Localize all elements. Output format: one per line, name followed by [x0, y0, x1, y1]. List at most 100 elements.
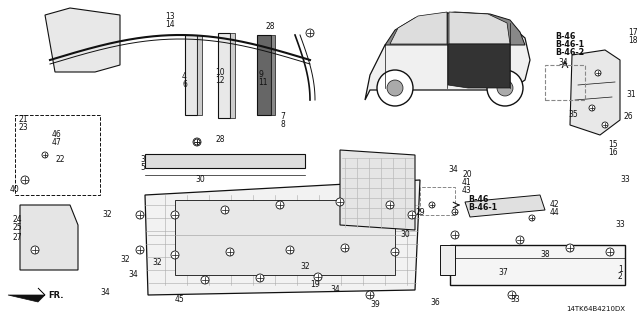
- Circle shape: [366, 291, 374, 299]
- Polygon shape: [340, 150, 415, 230]
- Text: 34: 34: [100, 288, 109, 297]
- Text: 42: 42: [550, 200, 559, 209]
- Circle shape: [377, 70, 413, 106]
- Text: 4: 4: [182, 72, 187, 81]
- Bar: [440, 245, 455, 275]
- Bar: [545, 65, 585, 100]
- Text: 23: 23: [18, 123, 28, 132]
- Text: 16: 16: [608, 148, 618, 157]
- Text: 17: 17: [628, 28, 637, 37]
- Text: 33: 33: [510, 295, 520, 304]
- Text: 5: 5: [140, 163, 145, 172]
- Text: 37: 37: [498, 268, 508, 277]
- Text: 36: 36: [430, 298, 440, 307]
- Circle shape: [408, 211, 416, 219]
- Text: 43: 43: [462, 186, 472, 195]
- Text: 28: 28: [215, 135, 225, 144]
- Text: 18: 18: [628, 36, 637, 45]
- Circle shape: [516, 236, 524, 244]
- Bar: [420, 187, 455, 215]
- Polygon shape: [385, 12, 525, 45]
- Circle shape: [429, 202, 435, 208]
- Polygon shape: [465, 195, 545, 217]
- Polygon shape: [20, 205, 78, 270]
- Text: 35: 35: [568, 110, 578, 119]
- Text: 15: 15: [608, 140, 618, 149]
- Bar: [145, 154, 305, 168]
- Polygon shape: [390, 12, 447, 44]
- Circle shape: [391, 248, 399, 256]
- Text: 26: 26: [624, 112, 634, 121]
- Circle shape: [497, 80, 513, 96]
- Text: 19: 19: [310, 280, 319, 289]
- Text: 10: 10: [215, 68, 225, 77]
- Circle shape: [314, 273, 322, 281]
- Circle shape: [306, 29, 314, 37]
- Bar: [197, 35, 202, 115]
- Circle shape: [341, 244, 349, 252]
- Text: 39: 39: [370, 300, 380, 309]
- Text: 44: 44: [550, 208, 560, 217]
- Text: 38: 38: [540, 250, 550, 259]
- Text: 14TK64B4210DX: 14TK64B4210DX: [566, 306, 625, 312]
- Text: 47: 47: [52, 138, 61, 147]
- Circle shape: [487, 70, 523, 106]
- Circle shape: [387, 80, 403, 96]
- Text: FR.: FR.: [48, 292, 63, 300]
- Text: B-46: B-46: [555, 32, 575, 41]
- Text: 32: 32: [120, 255, 130, 264]
- Circle shape: [589, 105, 595, 111]
- Text: 11: 11: [258, 78, 268, 87]
- Circle shape: [31, 246, 39, 254]
- Text: 21: 21: [18, 115, 28, 124]
- Circle shape: [21, 176, 29, 184]
- Text: 40: 40: [10, 185, 20, 194]
- Circle shape: [606, 248, 614, 256]
- Circle shape: [136, 211, 144, 219]
- Circle shape: [451, 231, 459, 239]
- Polygon shape: [145, 180, 420, 295]
- Circle shape: [529, 215, 535, 221]
- Polygon shape: [449, 12, 510, 44]
- Circle shape: [336, 198, 344, 206]
- Text: 33: 33: [615, 220, 625, 229]
- Text: 13: 13: [165, 12, 175, 21]
- Bar: [218, 33, 230, 118]
- Text: B-46-1: B-46-1: [468, 203, 497, 212]
- Text: 1: 1: [618, 265, 623, 274]
- Circle shape: [508, 291, 516, 299]
- Text: 2: 2: [618, 272, 623, 281]
- Text: 41: 41: [462, 178, 472, 187]
- Text: 34: 34: [558, 58, 568, 67]
- Circle shape: [171, 251, 179, 259]
- Circle shape: [136, 246, 144, 254]
- Text: 14: 14: [165, 20, 175, 29]
- Bar: [175, 200, 395, 275]
- Text: 25: 25: [12, 223, 22, 232]
- Circle shape: [171, 211, 179, 219]
- Circle shape: [256, 274, 264, 282]
- Text: 8: 8: [280, 120, 285, 129]
- Text: 30: 30: [400, 230, 410, 239]
- Circle shape: [286, 246, 294, 254]
- Text: 22: 22: [55, 155, 65, 164]
- Bar: [185, 35, 197, 115]
- Circle shape: [193, 138, 201, 146]
- Text: 46: 46: [52, 130, 61, 139]
- Circle shape: [602, 122, 608, 128]
- Text: 24: 24: [12, 215, 22, 224]
- Text: B-46-1: B-46-1: [555, 40, 584, 49]
- Text: 45: 45: [175, 295, 185, 304]
- Text: B-46: B-46: [468, 195, 488, 204]
- Text: B-46-2: B-46-2: [555, 48, 584, 57]
- Text: 34: 34: [330, 285, 340, 294]
- Circle shape: [221, 206, 229, 214]
- Circle shape: [42, 152, 48, 158]
- Text: 28: 28: [265, 22, 275, 31]
- Text: 30: 30: [195, 175, 205, 184]
- Polygon shape: [8, 288, 45, 302]
- Polygon shape: [570, 50, 620, 135]
- Text: 20: 20: [462, 170, 472, 179]
- Bar: [230, 33, 235, 118]
- Text: 12: 12: [215, 76, 225, 85]
